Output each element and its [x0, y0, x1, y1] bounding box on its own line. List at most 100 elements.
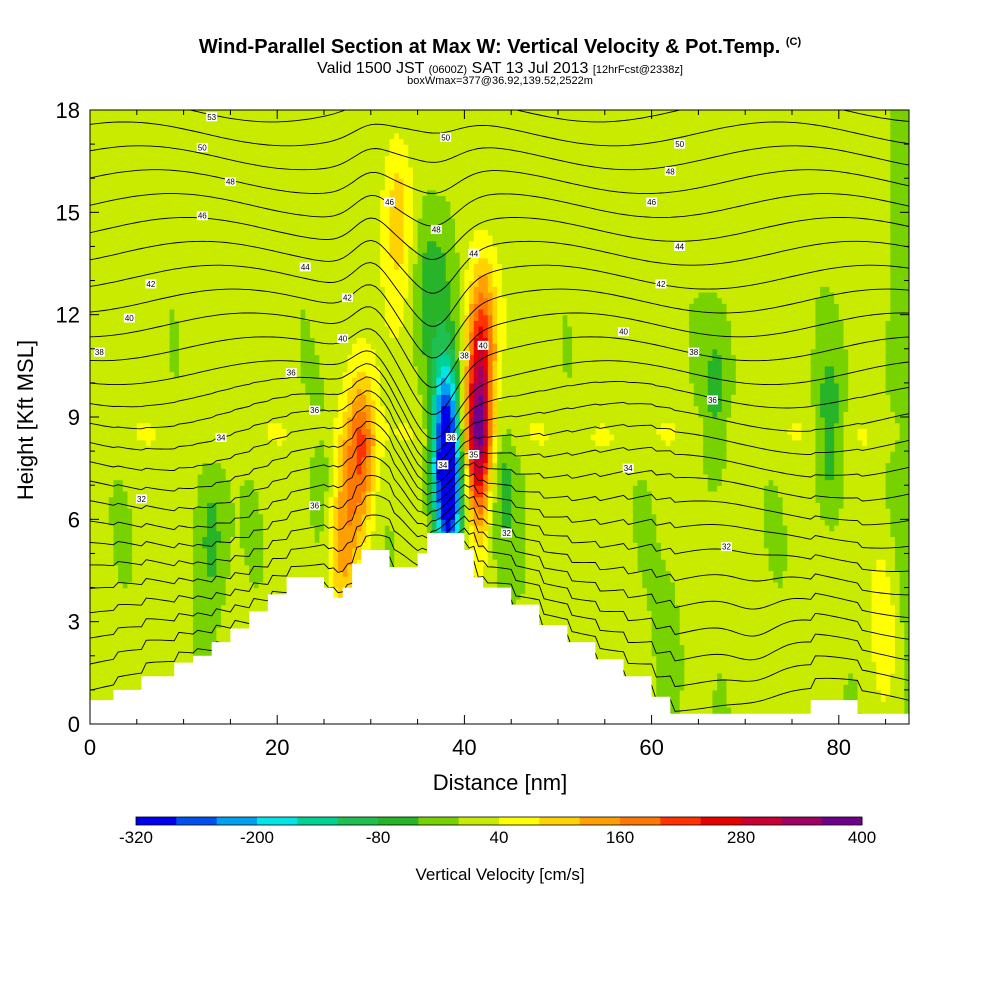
field-cell: [590, 576, 597, 583]
field-cell: [637, 615, 643, 623]
field-cell: [623, 610, 629, 617]
field-cell: [880, 706, 887, 714]
field-cell: [300, 559, 306, 566]
field-cell: [572, 581, 578, 589]
field-cell: [197, 633, 203, 640]
field-cell: [848, 581, 854, 589]
field-cell: [721, 564, 728, 572]
field-cell: [132, 581, 138, 589]
field-cell: [707, 627, 714, 634]
field-cell: [609, 598, 615, 606]
field-cell: [834, 678, 840, 685]
field-cell: [731, 621, 737, 628]
field-cell: [745, 598, 751, 606]
field-cell: [698, 644, 704, 651]
field-cell: [792, 650, 798, 657]
field-cell: [876, 706, 882, 714]
field-cell: [707, 593, 714, 600]
field-cell: [876, 633, 882, 640]
field-cell: [829, 564, 835, 572]
field-cell: [693, 598, 699, 606]
field-cell: [618, 644, 625, 651]
field-cell: [749, 661, 756, 668]
field-cell: [576, 576, 582, 583]
field-cell: [806, 667, 812, 674]
field-cell: [515, 564, 522, 572]
field-cell: [731, 576, 737, 583]
field-cell: [122, 615, 129, 623]
field-cell: [679, 598, 685, 606]
field-cell: [749, 621, 756, 628]
field-cell: [160, 604, 166, 611]
field-cell: [880, 570, 887, 577]
field-cell: [857, 564, 863, 572]
field-cell: [628, 644, 634, 651]
field-cell: [801, 695, 807, 702]
field-cell: [721, 570, 728, 577]
field-cell: [141, 615, 147, 623]
field-cell: [890, 621, 896, 628]
field-cell: [595, 570, 601, 577]
field-cell: [731, 615, 737, 623]
field-cell: [754, 689, 760, 697]
field-cell: [108, 678, 114, 685]
field-cell: [745, 587, 751, 594]
field-cell: [815, 638, 821, 646]
field-cell: [857, 633, 863, 640]
field-cell: [211, 564, 217, 572]
field-cell: [632, 655, 639, 663]
field-cell: [698, 655, 704, 663]
field-cell: [880, 610, 887, 617]
field-cell: [885, 667, 891, 674]
field-cell: [721, 672, 728, 680]
field-cell: [333, 559, 339, 566]
field-cell: [885, 650, 891, 657]
field-cell: [670, 701, 676, 708]
field-cell: [660, 638, 667, 646]
field-cell: [880, 667, 887, 674]
field-cell: [656, 633, 662, 640]
field-cell: [183, 587, 189, 594]
field-cell: [820, 684, 826, 691]
field-cell: [586, 570, 592, 577]
field-cell: [192, 638, 199, 646]
field-cell: [777, 576, 784, 583]
field-cell: [904, 672, 909, 680]
field-cell: [834, 672, 840, 680]
field-cell: [628, 587, 634, 594]
field-cell: [689, 615, 695, 623]
field-cell: [122, 650, 129, 657]
field-cell: [675, 570, 681, 577]
field-cell: [679, 587, 685, 594]
field-cell: [670, 638, 676, 646]
field-cell: [122, 593, 129, 600]
chart-subtitle: Valid 1500 JST (0600Z) SAT 13 Jul 2013 […: [0, 60, 1000, 79]
field-cell: [281, 564, 288, 572]
field-cell: [113, 633, 119, 640]
field-cell: [642, 627, 648, 634]
field-cell: [515, 576, 522, 583]
field-cell: [792, 593, 798, 600]
field-cell: [894, 644, 901, 651]
field-cell: [693, 672, 699, 680]
field-cell: [689, 684, 695, 691]
field-cell: [838, 621, 845, 628]
field-cell: [665, 615, 671, 623]
field-cell: [347, 581, 353, 589]
field-cell: [642, 667, 648, 674]
field-cell: [534, 587, 540, 594]
field-cell: [581, 604, 587, 611]
field-cell: [221, 604, 227, 611]
field-cell: [225, 638, 231, 646]
field-cell: [122, 587, 129, 594]
field-cell: [403, 559, 409, 566]
field-cell: [726, 576, 732, 583]
field-cell: [548, 576, 554, 583]
field-cell: [880, 701, 887, 708]
field-cell: [164, 593, 171, 600]
field-cell: [675, 581, 681, 589]
field-cell: [305, 559, 311, 566]
field-cell: [604, 564, 611, 572]
field-cell: [319, 564, 325, 572]
field-cell: [108, 661, 114, 668]
